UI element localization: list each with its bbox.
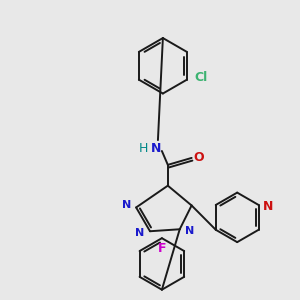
Text: N: N — [185, 226, 194, 236]
Text: H: H — [138, 142, 148, 154]
Text: N: N — [122, 200, 131, 211]
Text: N: N — [263, 200, 274, 214]
Text: O: O — [193, 152, 204, 164]
Text: N: N — [136, 228, 145, 238]
Text: N: N — [151, 142, 161, 154]
Text: Cl: Cl — [194, 71, 207, 84]
Text: F: F — [158, 242, 166, 255]
